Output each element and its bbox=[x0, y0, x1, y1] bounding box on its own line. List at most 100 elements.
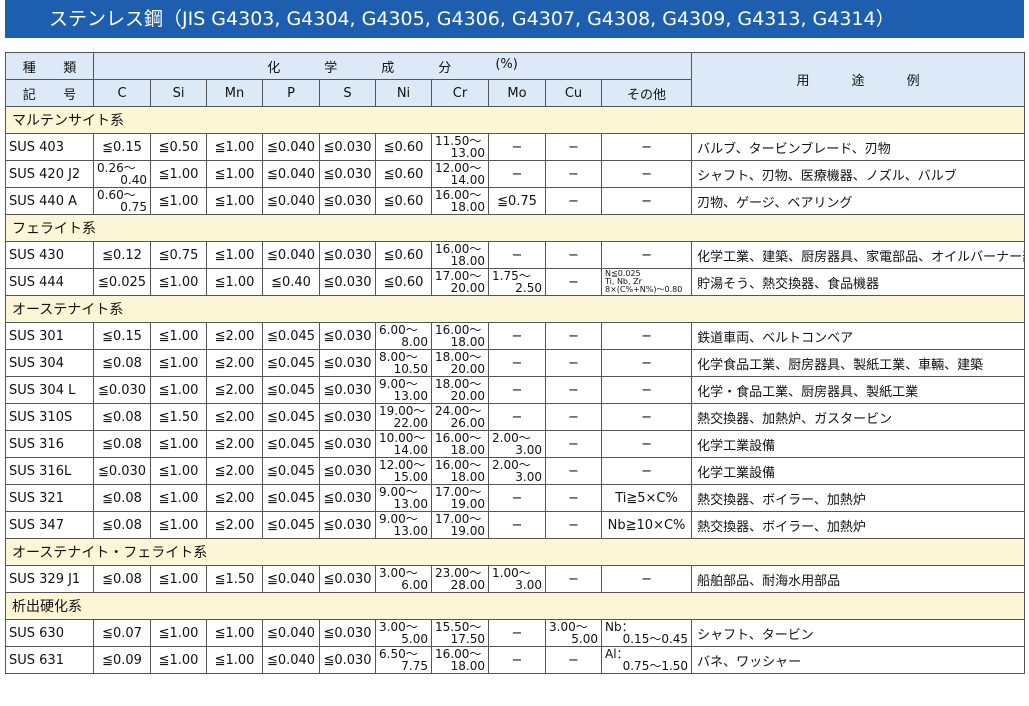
multi-line: Al： 0.75〜1.50 bbox=[605, 648, 688, 672]
value-cell: 8.00〜 10.50 bbox=[375, 349, 432, 377]
value: ≦0.08 bbox=[102, 409, 142, 425]
element-header: Cu bbox=[545, 79, 602, 107]
use: バネ、ワッシャー bbox=[697, 654, 802, 670]
grade-cell: SUS 329 J1 bbox=[5, 565, 94, 593]
value-cell: 9.00〜 13.00 bbox=[375, 511, 432, 539]
line: 2.00〜 bbox=[492, 458, 531, 472]
value: − bbox=[641, 382, 652, 398]
line: 3.00〜 bbox=[379, 566, 418, 580]
line: 0.26〜 bbox=[97, 161, 136, 175]
line: 20.00 bbox=[450, 281, 485, 295]
data-row: SUS 444 ≦0.025 ≦1.00 ≦1.00 ≦0.40 ≦0.030 ≦0.60 1… bbox=[5, 268, 1026, 296]
value-cell: 23.00〜 28.00 bbox=[431, 565, 489, 593]
value-cell: − bbox=[600, 160, 693, 188]
value-cell: ≦1.00 bbox=[206, 241, 263, 269]
value-cell: ≦0.60 bbox=[375, 268, 432, 296]
line: 18.00 bbox=[450, 659, 485, 673]
value-cell: − bbox=[600, 241, 693, 269]
element-header: Si bbox=[150, 79, 207, 107]
value-cell: 11.50〜 13.00 bbox=[431, 133, 489, 161]
value: − bbox=[511, 490, 523, 506]
multi-line: 9.00〜 13.00 bbox=[379, 513, 428, 537]
value-cell: ≦0.030 bbox=[319, 241, 376, 269]
line: 24.00〜 bbox=[435, 404, 482, 418]
line: 20.00 bbox=[450, 362, 485, 376]
grade-cell: SUS 316L bbox=[5, 457, 94, 485]
value: ≦0.08 bbox=[102, 571, 142, 587]
value-cell: ≦0.030 bbox=[319, 484, 376, 512]
value: ≦0.045 bbox=[266, 463, 316, 479]
value: ≦0.030 bbox=[323, 571, 372, 587]
multi-line: N≦0.025 Ti, Nb, Zr 8×(C%+N%)〜0.80 bbox=[605, 270, 688, 294]
use: 化学・食品工業、厨房器具、製紙工業 bbox=[697, 384, 919, 400]
value-cell: 12.00〜 15.00 bbox=[375, 457, 432, 485]
value: − bbox=[568, 436, 579, 452]
value: − bbox=[641, 139, 652, 155]
value-cell: ≦1.00 bbox=[206, 619, 263, 647]
value: ≦2.00 bbox=[214, 517, 255, 533]
value-cell: 6.00〜 8.00 bbox=[375, 322, 432, 350]
value-cell: ≦0.045 bbox=[262, 484, 320, 512]
grade: SUS 631 bbox=[9, 652, 64, 668]
value-cell: 17.00〜 19.00 bbox=[431, 484, 489, 512]
char: 例 bbox=[906, 74, 920, 89]
value-cell: ≦1.50 bbox=[206, 565, 263, 593]
value: ≦2.00 bbox=[214, 436, 255, 452]
line: 2.00〜 bbox=[492, 431, 531, 445]
use: 貯湯そう、熱交換器、食品機器 bbox=[697, 276, 880, 292]
section-row: オーステナイト・フェライト系 bbox=[4, 538, 1026, 566]
value-cell: ≦1.00 bbox=[150, 511, 207, 539]
value-cell: ≦1.00 bbox=[206, 187, 263, 215]
multi-line: 16.00〜 18.00 bbox=[435, 324, 485, 348]
value-cell: ≦2.00 bbox=[206, 403, 263, 431]
value: ≦0.045 bbox=[266, 490, 316, 506]
value: − bbox=[641, 328, 652, 344]
multi-line: 3.00〜 5.00 bbox=[379, 621, 428, 645]
grade: SUS 301 bbox=[9, 328, 64, 344]
line: 0.75 bbox=[120, 200, 147, 214]
char: 号 bbox=[63, 87, 77, 103]
value: − bbox=[568, 409, 579, 425]
line: 14.00 bbox=[450, 173, 485, 187]
value: ≦2.00 bbox=[214, 463, 255, 479]
multi-line: 24.00〜 26.00 bbox=[435, 405, 485, 429]
line: N≦0.025 bbox=[605, 269, 641, 278]
multi-line: 17.00〜 19.00 bbox=[435, 513, 485, 537]
value-cell: ≦1.50 bbox=[150, 403, 207, 431]
value: ≦1.00 bbox=[214, 274, 255, 290]
value-cell: 17.00〜 20.00 bbox=[431, 268, 489, 296]
value-cell: ≦0.040 bbox=[262, 619, 320, 647]
data-row: SUS 316L ≦0.030 ≦1.00 ≦2.00 ≦0.045 ≦0.030 12.0… bbox=[5, 457, 1026, 485]
value: Ti≧5×C% bbox=[615, 490, 678, 506]
value: ≦1.00 bbox=[158, 274, 199, 290]
line: 18.00 bbox=[450, 335, 485, 349]
char: 類 bbox=[63, 60, 77, 76]
value-cell: − bbox=[600, 187, 693, 215]
value-cell: ≦0.030 bbox=[319, 619, 376, 647]
section-name: オーステナイト系 bbox=[12, 302, 124, 318]
value: ≦0.60 bbox=[383, 247, 424, 263]
value-cell: 3.00〜 6.00 bbox=[375, 565, 432, 593]
value: ≦0.08 bbox=[102, 490, 142, 506]
value-cell: − bbox=[488, 403, 546, 431]
use: シャフト、タービン bbox=[697, 627, 814, 643]
value-cell: ≦1.00 bbox=[150, 646, 207, 674]
value-cell: ≦1.00 bbox=[150, 187, 207, 215]
element-header: Mo bbox=[488, 79, 546, 107]
value-cell: 3.00〜 5.00 bbox=[545, 619, 602, 647]
use-cell: 貯湯そう、熱交換器、食品機器 bbox=[691, 268, 1026, 296]
value: ≦1.00 bbox=[158, 193, 199, 209]
value-cell: ≦0.030 bbox=[319, 457, 376, 485]
value-cell: 15.50〜 17.50 bbox=[431, 619, 489, 647]
char: 記 bbox=[22, 87, 36, 103]
value-cell: 17.00〜 19.00 bbox=[431, 511, 489, 539]
value: − bbox=[568, 463, 579, 479]
value: ≦0.09 bbox=[102, 652, 142, 668]
use-cell: 熱交換器、ボイラー、加熱炉 bbox=[691, 511, 1026, 539]
value-cell: ≦1.00 bbox=[150, 457, 207, 485]
use: 化学食品工業、厨房器具、製紙工業、車輛、建築 bbox=[697, 357, 984, 373]
line: 18.00 bbox=[450, 443, 485, 457]
value: − bbox=[568, 382, 579, 398]
value-cell: ≦0.030 bbox=[319, 646, 376, 674]
data-row: SUS 310S ≦0.08 ≦1.50 ≦2.00 ≦0.045 ≦0.030 19.00… bbox=[5, 403, 1026, 431]
